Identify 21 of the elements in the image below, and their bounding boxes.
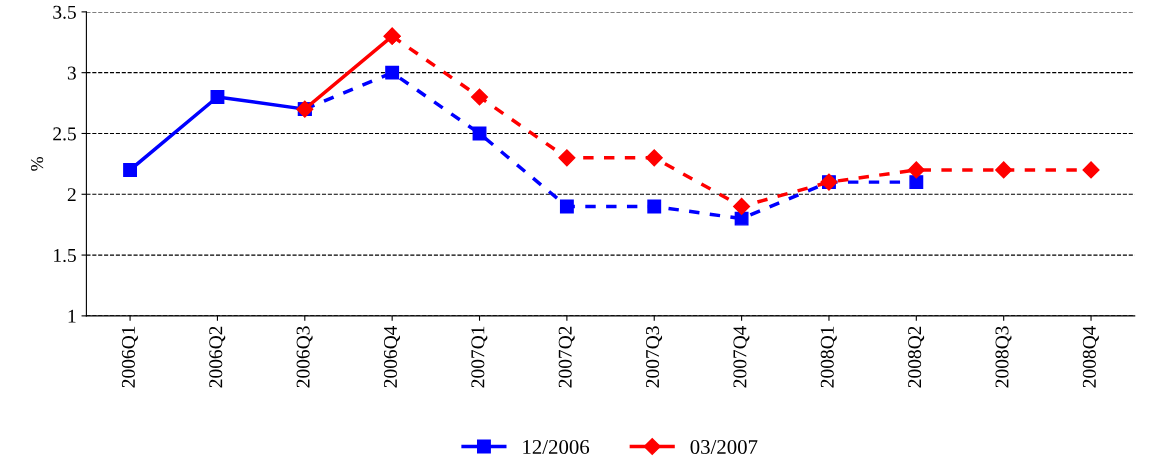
x-tick-label: 2007Q3 xyxy=(645,326,663,388)
legend-label: 12/2006 xyxy=(523,439,590,455)
x-tick-label: 2006Q4 xyxy=(383,325,400,388)
x-tick-label: 2007Q2 xyxy=(558,326,575,388)
x-tick-label: 2007Q4 xyxy=(733,325,750,388)
legend-label: 03/2007 xyxy=(690,439,758,455)
y-tick-label: 2.5 xyxy=(53,127,76,141)
y-tick-label: 2 xyxy=(67,188,76,202)
x-tick-label: 2006Q2 xyxy=(209,326,226,388)
y-tick-label: 3 xyxy=(67,66,76,80)
x-tick-label: 2007Q1 xyxy=(471,326,488,388)
y-tick-label: 1 xyxy=(68,309,76,323)
x-tick-label: 2008Q1 xyxy=(820,326,837,388)
x-tick-label: 2006Q1 xyxy=(121,326,138,388)
x-tick-label: 2006Q3 xyxy=(296,326,313,388)
x-tick-label: 2008Q3 xyxy=(995,326,1012,388)
y-tick-label: 3.5 xyxy=(53,5,76,19)
x-tick-label: 2008Q2 xyxy=(908,326,925,388)
x-tick-label: 2008Q4 xyxy=(1082,325,1099,388)
y-axis-title: % xyxy=(30,156,44,171)
y-tick-label: 1.5 xyxy=(54,248,76,263)
